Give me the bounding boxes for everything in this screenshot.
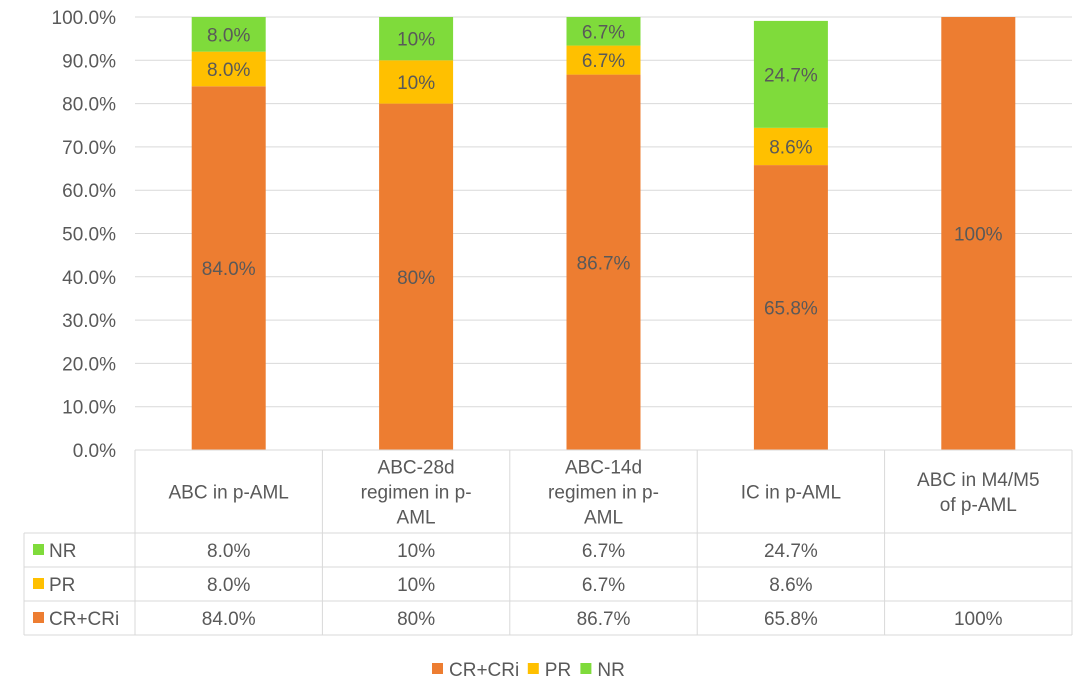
- legend-key: [432, 663, 443, 674]
- table-row-header: PR: [49, 575, 75, 596]
- data-label: 80%: [397, 268, 435, 289]
- bar-segment-nr: [566, 17, 641, 46]
- table-cell: 24.7%: [764, 541, 818, 562]
- legend-label: CR+CRi: [449, 660, 519, 681]
- data-label: 84.0%: [202, 259, 256, 280]
- category-label: AML: [397, 508, 436, 529]
- y-tick-label: 50.0%: [62, 225, 116, 246]
- data-label: 65.8%: [764, 299, 818, 320]
- data-label: 8.0%: [207, 60, 250, 81]
- table-cell: 10%: [397, 541, 435, 562]
- table-row-header: NR: [49, 541, 76, 562]
- bar-segment-nr: [379, 17, 454, 61]
- y-tick-label: 70.0%: [62, 138, 116, 159]
- category-label: IC in p-AML: [741, 483, 841, 504]
- y-tick-label: 40.0%: [62, 268, 116, 289]
- bar-segment-nr: [191, 17, 266, 52]
- bar-segment-cr-cri: [941, 17, 1016, 450]
- y-tick-label: 100.0%: [52, 8, 117, 29]
- data-label: 24.7%: [764, 65, 818, 86]
- table-cell: 65.8%: [764, 609, 818, 630]
- y-tick-label: 30.0%: [62, 311, 116, 332]
- bar-segment-pr: [379, 60, 454, 104]
- table-legend-key: [33, 544, 44, 555]
- bar-segment-cr-cri: [379, 103, 454, 450]
- bar-segment-cr-cri: [753, 165, 828, 450]
- category-label: ABC-28d: [378, 458, 455, 479]
- category-label: AML: [584, 508, 623, 529]
- table-legend-key: [33, 612, 44, 623]
- table-legend-key: [33, 578, 44, 589]
- bar-segment-nr: [753, 20, 828, 128]
- y-tick-label: 90.0%: [62, 51, 116, 72]
- legend-label: PR: [545, 660, 571, 681]
- legend-key: [527, 663, 539, 674]
- table-row-header: CR+CRi: [49, 609, 119, 630]
- category-label: ABC in M4/M5: [917, 470, 1039, 491]
- data-label: 10%: [397, 30, 435, 51]
- bar-segment-pr: [191, 51, 266, 87]
- table-cell: 8.0%: [207, 575, 250, 596]
- table-cell: 6.7%: [582, 575, 625, 596]
- table-cell: 10%: [397, 575, 435, 596]
- table-cell: 86.7%: [577, 609, 631, 630]
- data-label: 6.7%: [582, 51, 625, 72]
- bar-segment-cr-cri: [566, 74, 641, 451]
- y-tick-label: 60.0%: [62, 181, 116, 202]
- table-cell: 6.7%: [582, 541, 625, 562]
- data-label: 86.7%: [577, 253, 631, 274]
- table-cell: 8.6%: [769, 575, 812, 596]
- y-tick-label: 0.0%: [73, 441, 116, 462]
- category-label: regimen in p-: [361, 483, 472, 504]
- category-label: regimen in p-: [548, 483, 659, 504]
- category-label: ABC in p-AML: [169, 483, 289, 504]
- bar-segment-pr: [753, 127, 828, 166]
- category-label: ABC-14d: [565, 458, 642, 479]
- y-tick-label: 10.0%: [62, 398, 116, 419]
- table-cell: 84.0%: [202, 609, 256, 630]
- y-tick-label: 80.0%: [62, 95, 116, 116]
- bar-segment-cr-cri: [191, 86, 266, 450]
- table-cell: 8.0%: [207, 541, 250, 562]
- data-label: 6.7%: [582, 22, 625, 43]
- category-label: of p-AML: [940, 495, 1017, 516]
- bar-segment-pr: [566, 45, 641, 75]
- table-cell: 100%: [954, 609, 1003, 630]
- data-label: 8.0%: [207, 25, 250, 46]
- legend-key: [580, 663, 592, 674]
- data-label: 100%: [954, 225, 1003, 246]
- data-label: 10%: [397, 73, 435, 94]
- legend-label: NR: [597, 660, 624, 681]
- data-label: 8.6%: [769, 137, 812, 158]
- y-tick-label: 20.0%: [62, 354, 116, 375]
- table-cell: 80%: [397, 609, 435, 630]
